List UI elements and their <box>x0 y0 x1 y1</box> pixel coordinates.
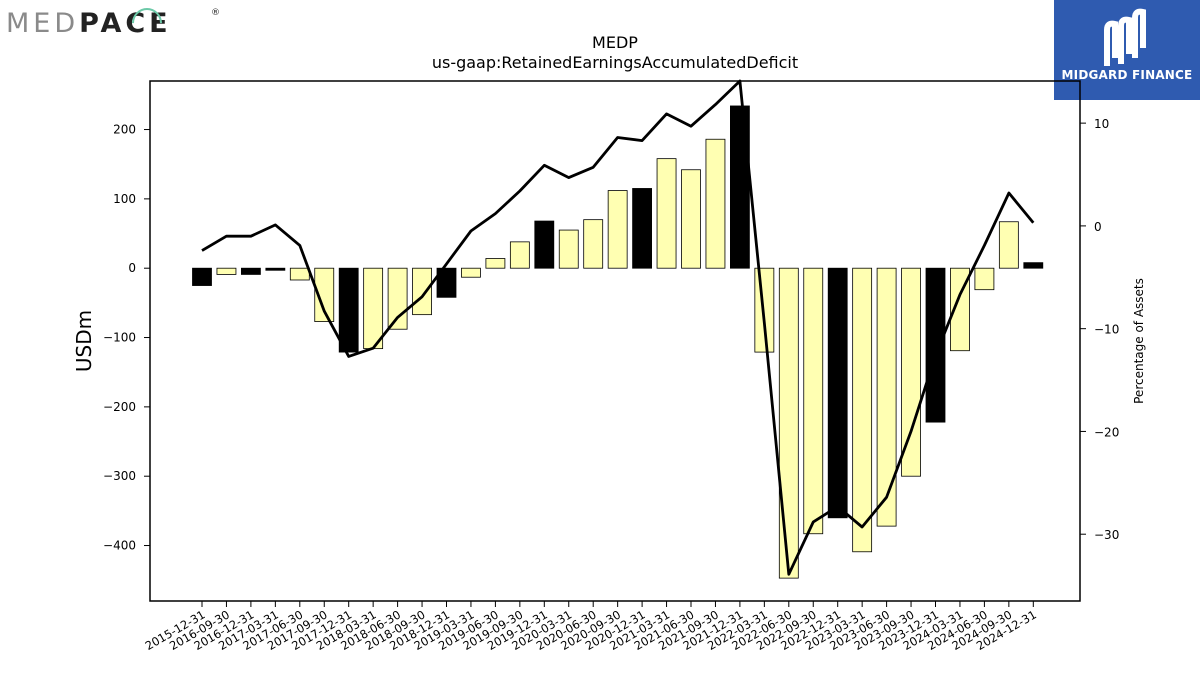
bar <box>803 267 824 535</box>
logo-text-pace: PACE <box>79 8 172 39</box>
bar <box>778 267 799 579</box>
y2-tick-label: −10 <box>1094 323 1119 337</box>
logo-text-med: MED <box>6 8 80 39</box>
bar <box>216 267 237 275</box>
bar <box>901 267 921 477</box>
bar <box>607 190 628 269</box>
bar <box>412 267 432 316</box>
y2-tick-label: 0 <box>1094 220 1102 234</box>
bar <box>632 188 652 269</box>
bar <box>461 267 481 278</box>
medpace-wordmark: MEDPACE <box>6 4 172 44</box>
plot-frame <box>149 80 1081 602</box>
bar <box>656 158 677 269</box>
y2-tick-label: −30 <box>1094 528 1119 542</box>
bar-series <box>192 105 1044 579</box>
bar <box>1023 262 1044 269</box>
y-tick-label: −300 <box>103 469 136 483</box>
left-y-axis: 200 100 0 −100 −200 −300 −400 <box>103 123 150 553</box>
bar <box>925 267 946 423</box>
bar <box>509 241 530 269</box>
bar <box>338 267 359 353</box>
midgard-logo-icon <box>1104 8 1146 66</box>
bar <box>240 267 261 275</box>
y-tick-label: 200 <box>113 123 136 137</box>
bar <box>436 267 457 298</box>
bar <box>974 267 995 291</box>
y-tick-label: −100 <box>103 331 136 345</box>
bar <box>485 258 506 269</box>
midgard-finance-badge: MIDGARD FINANCE <box>1054 0 1200 100</box>
bar <box>387 267 408 330</box>
y2-tick-label: −20 <box>1094 425 1119 439</box>
bar <box>289 267 310 281</box>
line-series <box>201 79 1035 576</box>
bar <box>314 267 335 322</box>
bar <box>558 229 579 269</box>
chart-subtitle: us-gaap:RetainedEarningsAccumulatedDefic… <box>432 53 798 72</box>
bar <box>827 267 848 519</box>
medpace-logo: MEDPACE ® <box>6 1 226 45</box>
bar <box>192 267 212 286</box>
bar <box>876 267 897 527</box>
y2-tick-label: 10 <box>1094 117 1109 131</box>
bar <box>705 138 726 269</box>
bar <box>998 221 1019 269</box>
y-tick-label: −200 <box>103 400 136 414</box>
bar <box>363 267 384 350</box>
brand-name: MIDGARD FINANCE <box>1061 68 1193 82</box>
y2-axis-label: Percentage of Assets <box>1132 278 1146 404</box>
bar <box>681 169 701 269</box>
registered-mark: ® <box>211 8 220 18</box>
bar <box>730 105 750 269</box>
bar <box>534 220 555 269</box>
y-tick-label: −400 <box>103 539 136 553</box>
y-axis-label: USDm <box>72 310 96 372</box>
y-tick-label: 100 <box>113 192 136 206</box>
y-tick-label: 0 <box>128 261 136 275</box>
percentage-of-assets-line <box>201 79 1035 576</box>
bar <box>265 267 286 271</box>
right-y-axis: 10 0 −10 −20 −30 <box>1080 117 1119 542</box>
bar <box>583 219 604 269</box>
x-axis: 2015-12-312016-09-302016-12-312017-03-31… <box>143 601 1039 653</box>
chart-title: MEDP <box>592 33 638 52</box>
bar <box>852 267 873 553</box>
bar <box>950 267 970 352</box>
